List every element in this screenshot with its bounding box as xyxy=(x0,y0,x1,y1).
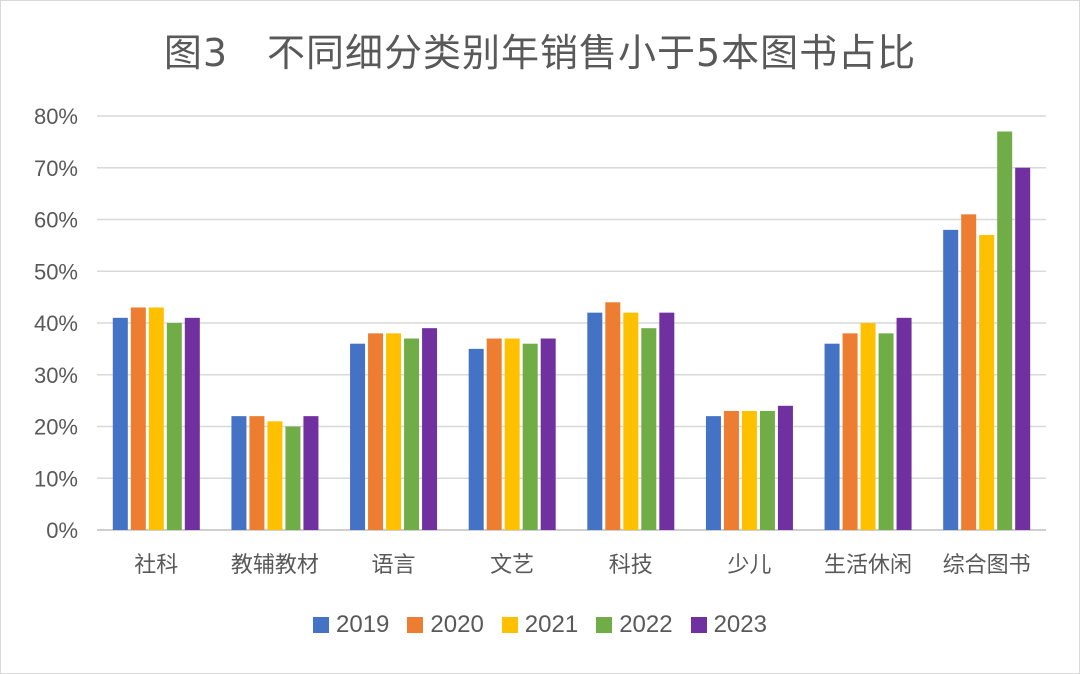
legend-item: 2021 xyxy=(501,611,579,639)
y-axis-ticks: 0% 10% 20% 30% 40% 50% 60% 70% 80% xyxy=(34,104,78,543)
bar xyxy=(422,328,438,530)
chart-title: 图3 不同细分类别年销售小于5本图书占比 xyxy=(163,31,917,75)
bar xyxy=(842,333,858,530)
bar xyxy=(468,348,484,530)
bar xyxy=(997,131,1013,530)
bars xyxy=(112,131,1031,530)
legend-item: 2023 xyxy=(690,611,767,639)
bar xyxy=(303,416,319,530)
legend-item: 2022 xyxy=(596,611,673,639)
bar xyxy=(587,312,603,530)
bar xyxy=(184,317,200,530)
legend-label: 2019 xyxy=(336,611,390,638)
y-tick-label: 10% xyxy=(34,466,78,491)
bar xyxy=(824,343,840,530)
y-tick-label: 20% xyxy=(34,415,78,440)
bar xyxy=(130,307,146,530)
bar xyxy=(705,416,721,530)
x-category-label: 生活休闲 xyxy=(824,553,912,578)
y-tick-label: 70% xyxy=(34,156,78,181)
bar xyxy=(979,235,995,530)
bar xyxy=(961,214,977,530)
bar xyxy=(350,343,366,530)
legend-label: 2022 xyxy=(619,611,673,638)
legend-swatch xyxy=(596,617,613,633)
bar xyxy=(285,426,301,530)
x-category-label: 语言 xyxy=(372,553,416,578)
x-category-label: 社科 xyxy=(134,553,178,578)
bar xyxy=(605,302,621,530)
bar xyxy=(166,323,182,530)
legend: 2019 2020 2021 2022 2023 xyxy=(0,611,1080,639)
bar xyxy=(878,333,894,530)
bar xyxy=(522,343,538,530)
legend-swatch xyxy=(313,617,330,633)
legend-item: 2020 xyxy=(407,611,484,639)
x-category-label: 教辅教材 xyxy=(231,553,319,578)
bar xyxy=(231,416,247,530)
legend-label: 2021 xyxy=(524,611,579,638)
y-tick-label: 80% xyxy=(34,104,78,129)
bar xyxy=(723,410,739,530)
bar xyxy=(148,307,164,530)
bar xyxy=(267,421,283,530)
bar xyxy=(759,410,775,530)
bar xyxy=(368,333,384,530)
bar xyxy=(641,328,657,530)
x-category-label: 综合图书 xyxy=(943,553,1031,578)
legend-item: 2019 xyxy=(313,611,389,639)
bar xyxy=(249,416,265,530)
bar xyxy=(860,323,876,530)
legend-label: 2020 xyxy=(430,611,484,638)
bar xyxy=(777,405,793,530)
bar xyxy=(896,317,912,530)
y-tick-label: 40% xyxy=(34,311,78,336)
y-tick-label: 50% xyxy=(34,259,78,284)
bar xyxy=(1015,167,1031,530)
bar xyxy=(659,312,675,530)
y-tick-label: 0% xyxy=(46,518,78,543)
x-axis-labels: 社科 教辅教材 语言 文艺 科技 少儿 生活休闲 综合图书 xyxy=(134,553,1030,578)
bar xyxy=(386,333,402,530)
bar xyxy=(741,410,757,530)
legend-swatch xyxy=(501,617,518,633)
bar xyxy=(943,229,959,530)
bar xyxy=(623,312,639,530)
bar xyxy=(112,317,128,530)
y-tick-label: 30% xyxy=(34,363,78,388)
y-tick-label: 60% xyxy=(34,208,78,233)
legend-swatch xyxy=(690,617,707,633)
legend-swatch xyxy=(407,617,424,633)
bar xyxy=(504,338,520,530)
x-category-label: 文艺 xyxy=(490,553,534,578)
bar xyxy=(404,338,420,530)
x-category-label: 科技 xyxy=(609,553,653,578)
bar xyxy=(540,338,556,530)
legend-label: 2023 xyxy=(713,611,767,638)
x-category-label: 少儿 xyxy=(727,553,771,578)
bar xyxy=(486,338,502,530)
